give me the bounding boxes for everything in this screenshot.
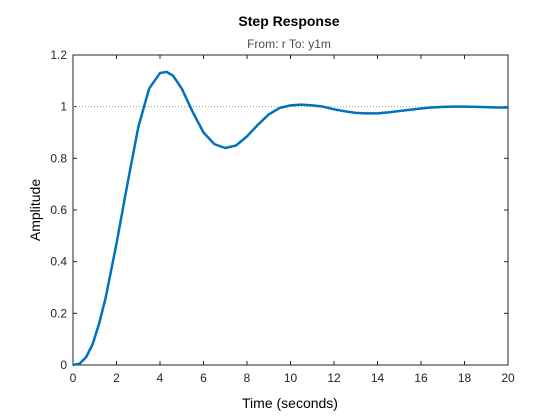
y-tick-label: 1.2 — [50, 48, 67, 62]
x-tick-label: 12 — [327, 371, 341, 385]
axes-box — [72, 54, 509, 366]
y-tick-label: 1 — [60, 100, 67, 114]
x-tick-label: 2 — [113, 371, 120, 385]
x-tick-label: 6 — [200, 371, 207, 385]
series-line-step-response — [72, 70, 508, 367]
x-axis-ticks: 0 2 4 6 8 10 12 14 16 18 20 — [70, 55, 515, 385]
y-tick-label: 0.2 — [50, 306, 67, 320]
chart-subtitle: From: r To: y1m — [247, 37, 331, 51]
chart-title: Step Response — [238, 13, 339, 29]
y-axis-label: Amplitude — [27, 179, 43, 241]
x-tick-label: 14 — [371, 371, 385, 385]
x-tick-label: 4 — [157, 371, 164, 385]
y-tick-label: 0.6 — [50, 203, 67, 217]
plot-area — [72, 54, 509, 366]
x-tick-label: 0 — [70, 371, 77, 385]
y-tick-label: 0.4 — [50, 255, 67, 269]
x-tick-label: 18 — [458, 371, 472, 385]
x-axis-label: Time (seconds) — [242, 395, 338, 411]
y-tick-label: 0 — [60, 358, 67, 372]
x-tick-label: 16 — [414, 371, 428, 385]
x-tick-label: 10 — [284, 371, 298, 385]
x-tick-label: 8 — [244, 371, 251, 385]
y-axis-ticks: 0 0.2 0.4 0.6 0.8 1 1.2 — [50, 48, 508, 372]
y-tick-label: 0.8 — [50, 151, 67, 165]
x-tick-label: 20 — [501, 371, 515, 385]
